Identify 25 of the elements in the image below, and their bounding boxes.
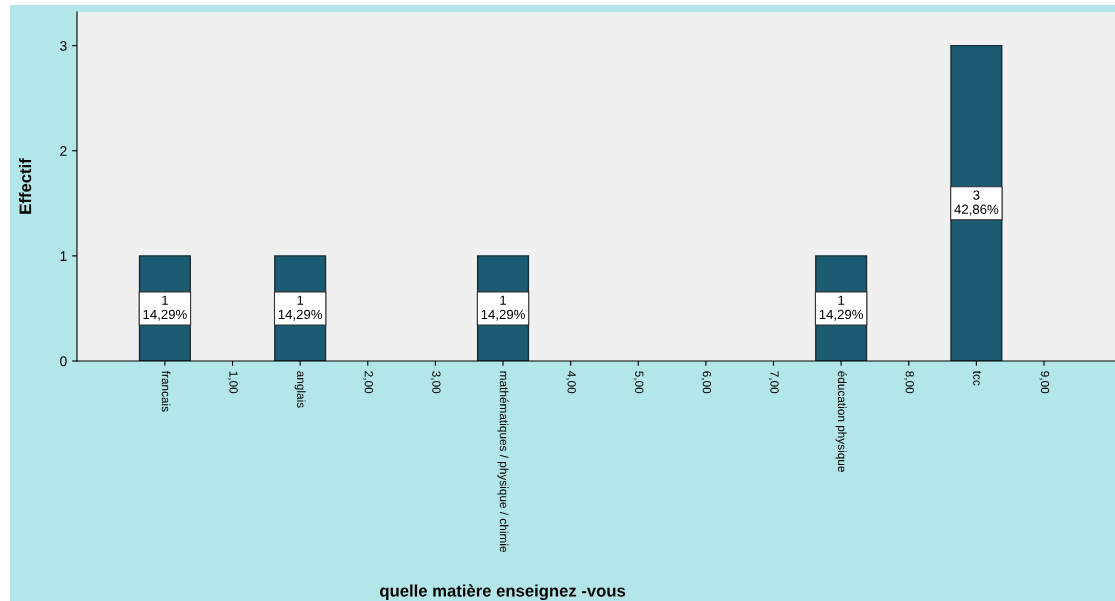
x-tick-label: 5,00 (633, 371, 644, 394)
y-tick-label: 3 (60, 40, 67, 51)
y-tick-label: 0 (60, 356, 67, 367)
x-tick-label: mathématiques / physique / chimie (497, 371, 509, 552)
x-tick-label: 6,00 (701, 371, 712, 394)
x-tick-label: éducation physique (835, 371, 847, 472)
x-tick-label: 2,00 (363, 371, 373, 394)
y-tick-label: 1 (60, 251, 67, 261)
x-tick-label: 7,00 (768, 371, 779, 394)
x-tick-label: francais (161, 370, 171, 412)
data-label: 1 14,29% (143, 295, 187, 321)
x-tick-label: 9,00 (1039, 371, 1050, 394)
x-tick-label: 8,00 (904, 371, 914, 394)
x-tick-label: 3,00 (430, 371, 441, 394)
y-tick-label: 2 (60, 146, 67, 156)
x-tick-label: 1,00 (227, 371, 238, 394)
y-axis-title: Effectif (19, 158, 32, 214)
x-tick-label: tcc (973, 370, 981, 386)
x-tick-label: anglais (294, 371, 306, 408)
data-label: 3 42,86% (954, 190, 999, 216)
x-tick-label: 4,00 (566, 370, 576, 394)
data-label: 1 14,29% (278, 295, 323, 321)
data-label: 1 14,29% (481, 295, 525, 321)
data-label: 1 14,29% (819, 295, 864, 321)
x-axis-title: quelle matière enseignez -vous (380, 584, 626, 601)
